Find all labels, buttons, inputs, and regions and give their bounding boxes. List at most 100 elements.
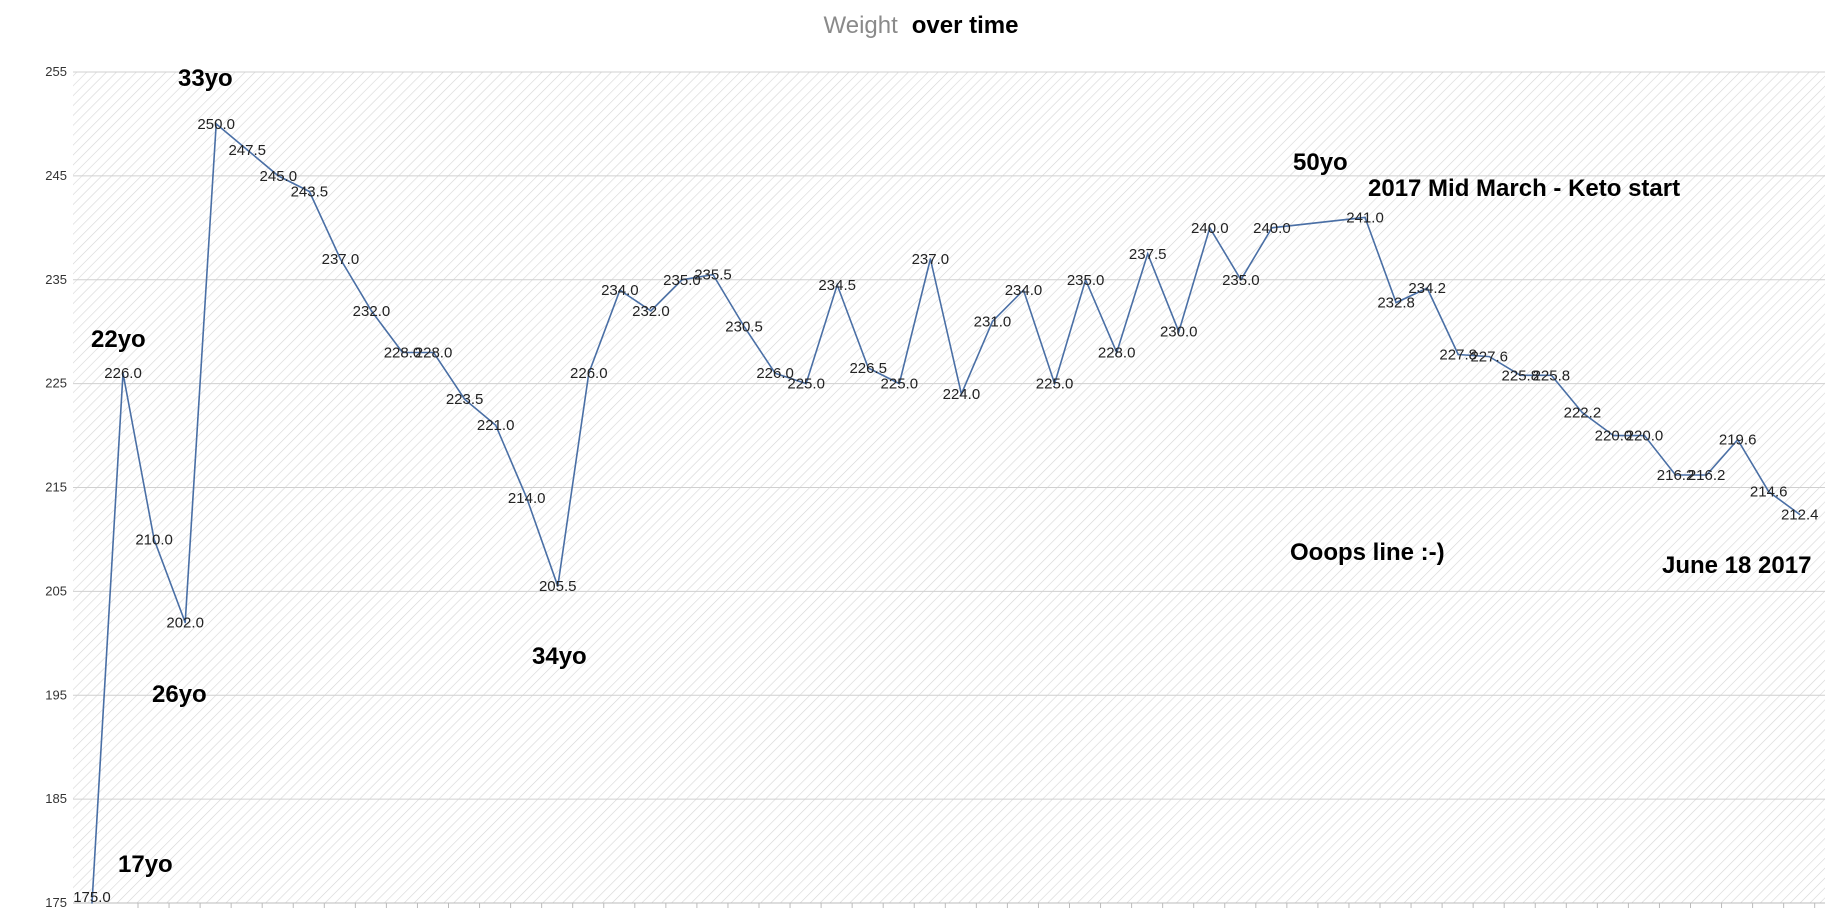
y-tick-label: 185	[45, 791, 67, 806]
data-label: 227.6	[1470, 349, 1508, 366]
data-point	[774, 372, 776, 375]
data-point	[712, 273, 714, 276]
data-label: 234.0	[601, 282, 639, 299]
chart-title: Weight over time	[0, 12, 1842, 40]
data-point	[1674, 474, 1677, 476]
data-point	[805, 382, 807, 385]
data-label: 240.0	[1191, 220, 1229, 237]
y-tick-label: 235	[45, 272, 67, 287]
data-point	[1581, 411, 1584, 414]
data-point	[619, 289, 621, 291]
data-point	[308, 190, 311, 193]
data-point	[1426, 287, 1428, 289]
data-label: 227.8	[1439, 347, 1477, 364]
data-label: 225.8	[1533, 367, 1571, 384]
data-label: 247.5	[228, 142, 266, 159]
data-point	[1053, 382, 1056, 385]
weight-series	[91, 122, 1801, 904]
data-label: 226.0	[756, 365, 794, 382]
data-point	[1271, 227, 1273, 229]
data-point	[339, 258, 342, 260]
data-point	[370, 310, 373, 312]
y-tick-label: 255	[45, 64, 67, 79]
data-labels: 175.0 226.0 210.0 202.0 250.0 247.5 245.0243.5…	[73, 116, 1818, 906]
data-point	[1519, 374, 1522, 377]
data-point	[1612, 434, 1615, 437]
series-line	[91, 122, 1801, 904]
annotation-label: 26yo	[152, 681, 207, 708]
data-label: 243.5	[291, 183, 329, 200]
data-label: 205.5	[539, 578, 577, 595]
data-point	[1364, 216, 1366, 219]
data-label: 212.4	[1781, 507, 1819, 524]
data-label: 222.2	[1564, 405, 1602, 422]
data-point	[1022, 289, 1025, 291]
y-tick-label: 195	[45, 687, 67, 702]
data-label: 214.6	[1750, 484, 1788, 501]
data-label: 219.6	[1719, 432, 1757, 449]
data-point	[1457, 353, 1459, 356]
data-label: 221.0	[477, 417, 515, 434]
data-point	[681, 278, 683, 281]
data-label: 202.0	[166, 615, 204, 632]
data-point	[836, 284, 838, 286]
annotation-label: Ooops line :-)	[1290, 539, 1445, 566]
data-label: 241.0	[1346, 209, 1384, 226]
data-label: 228.0	[1098, 344, 1136, 361]
data-label: 225.0	[787, 376, 825, 393]
data-label: 232.0	[632, 303, 670, 320]
annotation-label: 33yo	[178, 65, 233, 92]
data-label: 250.0	[197, 116, 235, 133]
data-point	[1736, 438, 1739, 441]
data-point	[215, 123, 217, 125]
data-point	[1767, 490, 1770, 493]
data-point	[1798, 513, 1801, 516]
data-label: 235.0	[663, 272, 701, 289]
data-point	[556, 585, 559, 587]
data-point	[1209, 227, 1211, 229]
data-point	[1395, 301, 1397, 304]
data-label: 235.0	[1222, 272, 1260, 289]
data-label: 225.0	[881, 376, 919, 393]
data-point	[1488, 355, 1491, 358]
y-tick-label: 205	[45, 583, 67, 598]
y-tick-label: 245	[45, 168, 67, 183]
data-label: 220.0	[1595, 428, 1633, 445]
data-point	[960, 393, 963, 395]
data-point	[650, 310, 652, 312]
data-point	[432, 351, 435, 354]
data-point	[1643, 434, 1646, 437]
data-point	[1705, 474, 1708, 476]
data-label: 226.0	[104, 365, 142, 382]
data-label: 237.0	[322, 251, 360, 268]
data-label: 224.0	[943, 386, 981, 403]
data-point	[991, 320, 994, 323]
data-label: 230.5	[725, 318, 763, 335]
data-point	[898, 382, 901, 385]
title-part-over-time: over time	[911, 12, 1019, 39]
data-point	[153, 538, 155, 541]
data-label: 234.2	[1408, 280, 1446, 297]
data-label: 225.0	[1036, 376, 1074, 393]
data-point	[184, 621, 186, 624]
data-point	[1240, 278, 1242, 281]
data-label: 230.0	[1160, 324, 1198, 341]
data-point	[525, 497, 528, 499]
y-axis: 175 185 195 205 215 225 235 245 255	[45, 64, 67, 910]
data-label: 223.5	[446, 391, 484, 408]
data-point	[122, 372, 124, 375]
data-point	[743, 325, 745, 328]
data-label: 216.2	[1688, 467, 1726, 484]
y-tick-label: 175	[45, 895, 67, 910]
data-label: 231.0	[974, 313, 1012, 330]
data-label: 225.8	[1502, 367, 1540, 384]
data-label: 245.0	[260, 168, 298, 185]
data-label: 214.0	[508, 490, 546, 507]
data-point	[867, 367, 870, 369]
data-label: 232.0	[353, 303, 391, 320]
data-label: 210.0	[135, 531, 173, 548]
data-label: 235.0	[1067, 272, 1105, 289]
data-point	[91, 902, 93, 904]
data-point	[1177, 330, 1180, 333]
